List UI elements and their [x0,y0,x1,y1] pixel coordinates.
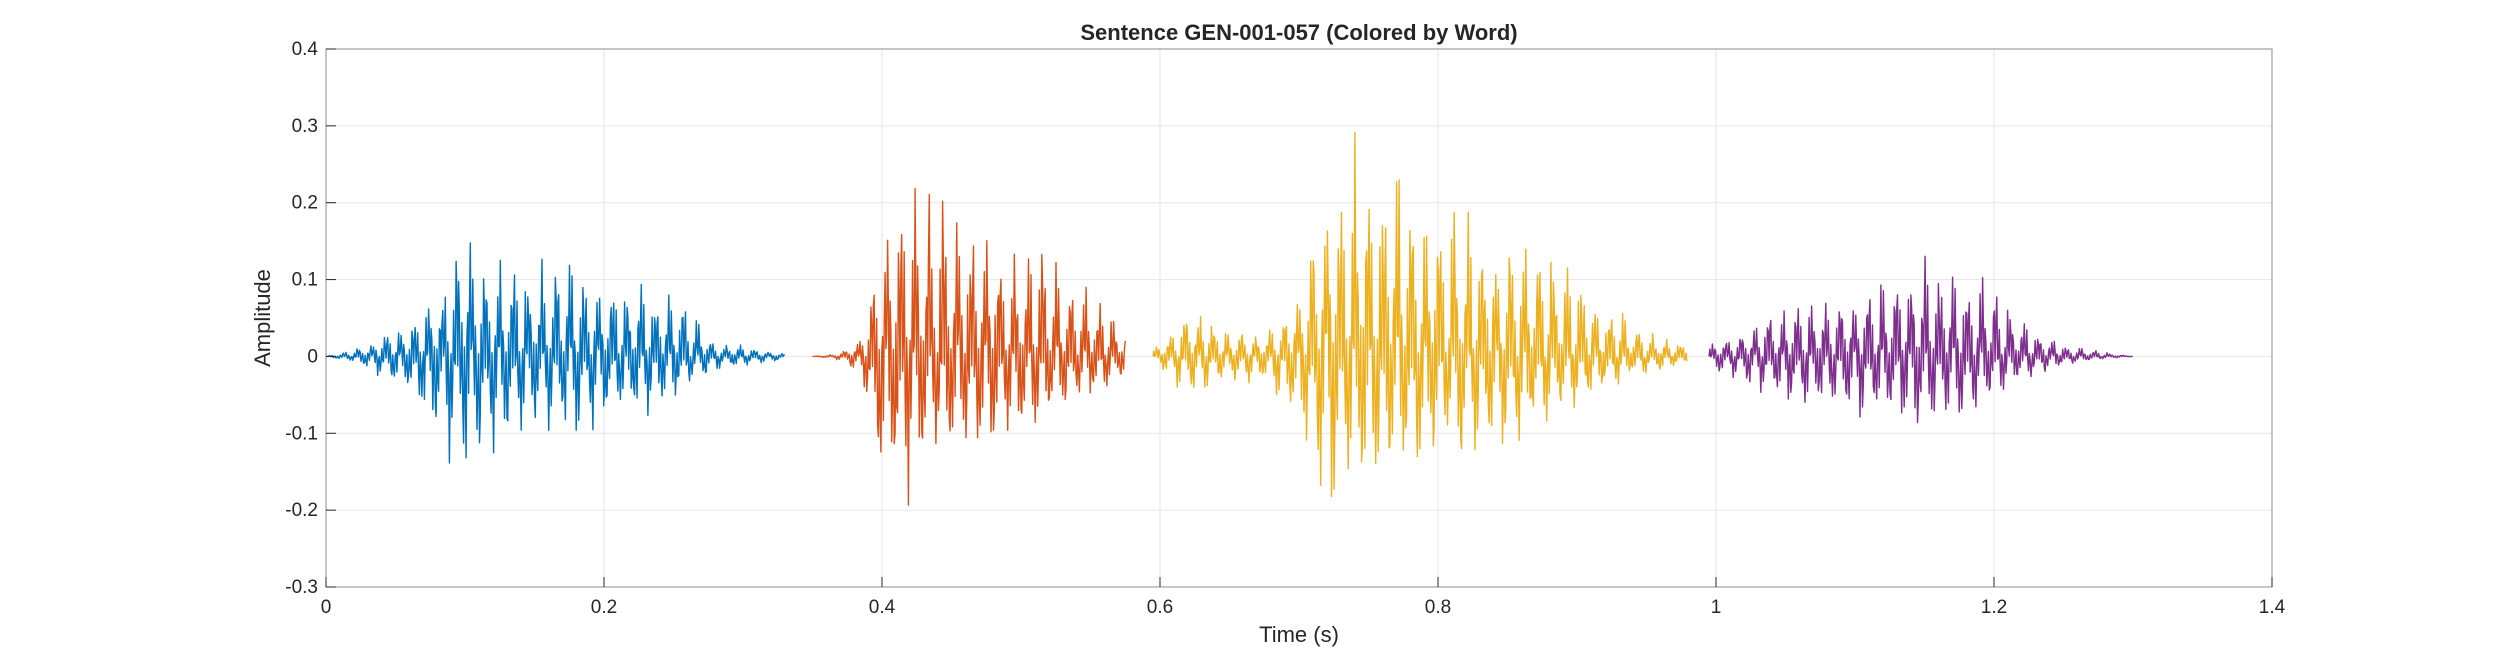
x-tick-label: 0.4 [869,597,896,618]
x-tick-label: 0.2 [591,597,617,618]
y-tick-label: -0.2 [285,500,318,521]
waveform-segment-2 [812,187,1126,506]
waveform-series [325,131,2133,506]
plot-border [325,48,2273,588]
x-axis-label: Time (s) [1259,622,1339,647]
y-axis-label: Amplitude [250,269,275,367]
ticks: 0 0.2 0.4 0.6 0.8 1 1.2 1.4 -0.3 -0.2 -0.1 0 0.1 0.2 0… [285,39,2285,618]
x-tick-label: 1.4 [2259,597,2286,618]
x-tick-label: 1 [1711,597,1722,618]
y-tick-label: 0.4 [292,39,319,60]
waveform-segment-3 [1152,131,1688,498]
y-tick-label: 0.3 [292,116,318,137]
waveform-segment-1 [325,242,786,464]
x-tick-label: 0.6 [1147,597,1173,618]
waveform-segment-4 [1708,255,2133,424]
x-tick-label: 0 [321,597,332,618]
y-tick-label: 0 [307,346,318,367]
y-tick-label: 0.2 [292,193,318,214]
y-tick-label: 0.1 [292,270,318,291]
x-tick-label: 0.8 [1425,597,1451,618]
y-tick-label: -0.1 [285,423,318,444]
y-tick-label: -0.3 [285,577,318,598]
x-tick-label: 1.2 [1981,597,2007,618]
chart-title: Sentence GEN-001-057 (Colored by Word) [1080,20,1517,45]
